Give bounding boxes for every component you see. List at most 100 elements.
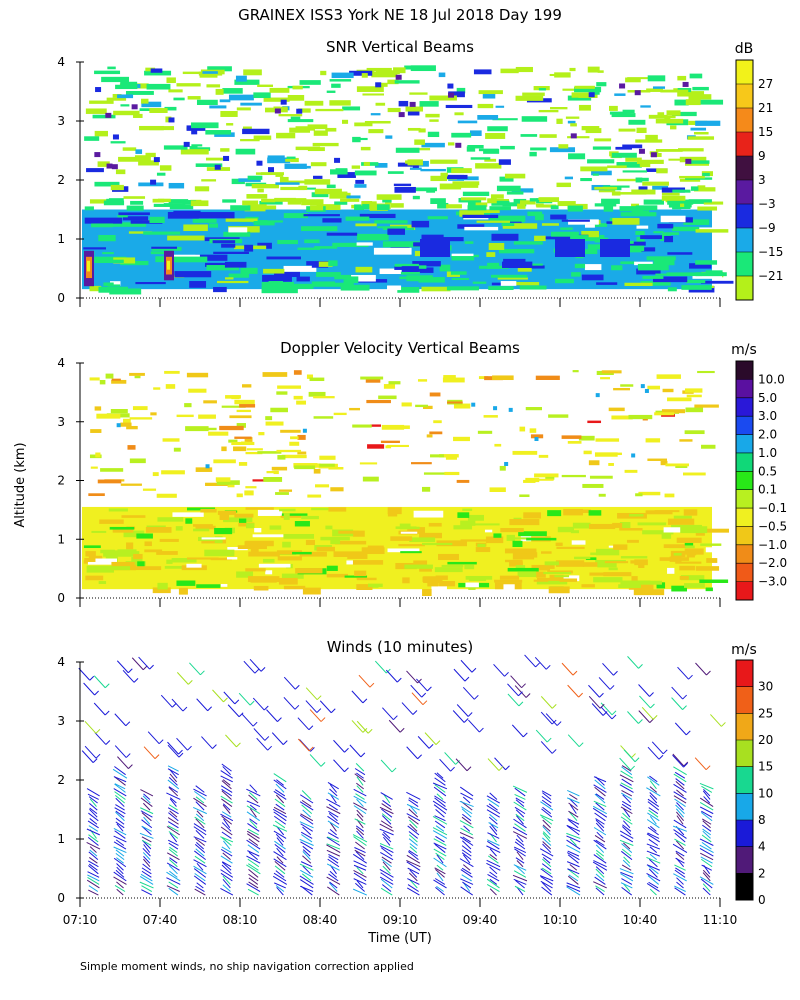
wind-barb (168, 786, 179, 793)
snr-cell (355, 223, 377, 227)
doppler-cell (514, 537, 533, 540)
wind-barb (702, 883, 711, 892)
wind-barb (113, 776, 127, 783)
doppler-cell (352, 424, 372, 428)
doppler-cell (234, 399, 255, 405)
colorbar-label: −0.5 (758, 519, 787, 533)
doppler-cell (95, 452, 101, 458)
snr-colorbar-unit: dB (735, 41, 754, 57)
snr-cell (487, 126, 508, 132)
wind-barb (588, 695, 601, 709)
wind-barb (220, 887, 234, 896)
doppler-cell (453, 403, 471, 409)
wind-barb (329, 784, 338, 793)
doppler-cell (134, 375, 141, 379)
wind-barb (381, 858, 392, 868)
doppler-cell (401, 402, 412, 407)
snr-cell (678, 148, 704, 152)
snr-cell (285, 158, 296, 162)
snr-cell (515, 95, 544, 101)
wind-barb (619, 830, 634, 839)
snr-cell (332, 242, 369, 247)
snr-cell (310, 162, 327, 167)
wind-barb (622, 824, 632, 832)
doppler-cell (219, 513, 230, 520)
wind-barb (299, 879, 314, 889)
y-tick-label: 0 (57, 891, 65, 905)
wind-barb (86, 788, 100, 797)
doppler-cell (227, 546, 248, 551)
wind-barb (256, 737, 269, 751)
snr-cell (321, 191, 348, 195)
wind-barb (700, 852, 714, 861)
snr-cell (257, 84, 273, 88)
wind-barb (194, 790, 206, 800)
wind-barb (353, 795, 367, 804)
colorbar-swatch (736, 361, 753, 380)
doppler-cell (326, 573, 349, 578)
doppler-cell (399, 523, 411, 530)
wind-barb (406, 791, 421, 800)
wind-barb (674, 885, 686, 892)
wind-barb (701, 810, 713, 818)
wind-barb (566, 886, 581, 896)
snr-cell (664, 235, 674, 243)
doppler-cell (276, 449, 302, 453)
wind-barb (594, 793, 606, 804)
snr-cell (262, 275, 292, 282)
snr-cell (611, 265, 623, 271)
wind-barb (238, 692, 251, 706)
wind-barb (113, 871, 127, 882)
snr-cell (503, 258, 526, 265)
wind-barb (634, 757, 640, 763)
snr-cell (406, 275, 433, 282)
doppler-cell (422, 589, 432, 596)
wind-barb (248, 881, 259, 889)
snr-cell (361, 73, 368, 78)
wind-barb (326, 844, 341, 854)
wind-barb (249, 784, 258, 793)
snr-cell (151, 246, 178, 249)
doppler-cell (192, 524, 213, 527)
snr-cell (303, 214, 340, 217)
snr-cell (379, 268, 408, 275)
wind-barb (545, 664, 551, 670)
doppler-cell (112, 529, 134, 533)
snr-cell (520, 134, 538, 137)
snr-cell (397, 286, 420, 293)
wind-barb (274, 798, 286, 807)
snr-cell (450, 271, 467, 275)
doppler-cell (245, 507, 274, 510)
wind-barb (688, 674, 693, 680)
wind-barb (131, 657, 144, 671)
wind-barb (139, 875, 154, 885)
wind-barb (247, 833, 260, 843)
snr-cell (500, 145, 515, 150)
doppler-cell (87, 558, 118, 565)
snr-cell (437, 202, 449, 209)
wind-barb (329, 793, 337, 804)
doppler-cell (620, 556, 648, 559)
wind-barb (649, 780, 657, 790)
wind-barb (408, 834, 418, 843)
doppler-cell (219, 425, 244, 431)
wind-barb (220, 836, 234, 843)
wind-barb (513, 801, 527, 811)
snr-cell (562, 88, 580, 91)
wind-barb (141, 885, 153, 892)
snr-cell (92, 114, 116, 119)
snr-cell (334, 157, 341, 163)
wind-barb (326, 836, 341, 846)
snr-cell (183, 224, 208, 232)
wind-barb (353, 788, 367, 797)
snr-cell (223, 155, 230, 161)
snr-cell (477, 103, 494, 109)
wind-barb (221, 780, 232, 790)
snr-cell (222, 199, 237, 203)
wind-barb (273, 806, 287, 815)
wind-barb (578, 692, 583, 698)
wind-barb (551, 749, 557, 754)
snr-cell (565, 116, 580, 119)
colorbar-swatch (736, 686, 753, 714)
snr-cell (226, 123, 234, 126)
